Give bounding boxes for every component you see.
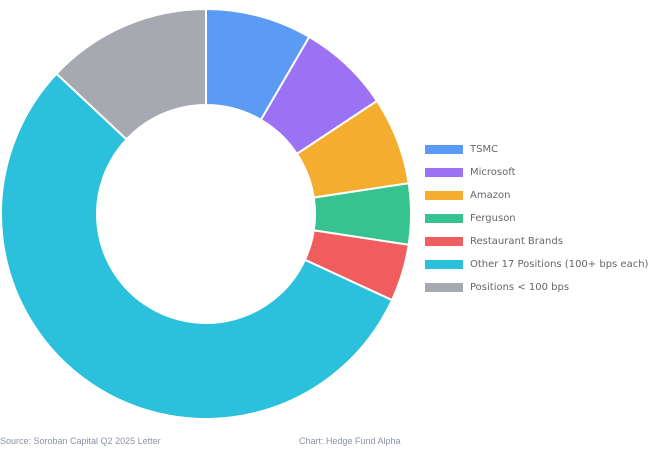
legend-item[interactable]: Amazon — [425, 184, 648, 207]
legend-label: Amazon — [470, 190, 511, 201]
slice-other-17-positions-100-bps-each-[interactable] — [0, 72, 394, 420]
legend-swatch — [425, 283, 463, 292]
legend-item[interactable]: Other 17 Positions (100+ bps each) — [425, 253, 648, 276]
slice-positions-100-bps[interactable] — [55, 7, 207, 141]
legend-label: Positions < 100 bps — [470, 282, 570, 293]
chart-credit: Chart: Hedge Fund Alpha — [299, 436, 401, 446]
source-note: Source: Soroban Capital Q2 2025 Letter — [0, 436, 161, 446]
legend-label: Other 17 Positions (100+ bps each) — [470, 259, 649, 270]
legend-swatch — [425, 260, 463, 269]
legend-swatch — [425, 145, 463, 154]
legend-swatch — [425, 168, 463, 177]
legend-item[interactable]: Positions < 100 bps — [425, 276, 648, 299]
legend-label: TSMC — [470, 144, 499, 155]
legend-item[interactable]: Microsoft — [425, 161, 648, 184]
legend-label: Ferguson — [470, 213, 516, 224]
legend-label: Microsoft — [470, 167, 516, 178]
legend-swatch — [425, 214, 463, 223]
legend-item[interactable]: TSMC — [425, 138, 648, 161]
legend: TSMC Microsoft Amazon Ferguson Restaurant Br… — [425, 138, 648, 299]
legend-label: Restaurant Brands — [470, 236, 563, 247]
legend-swatch — [425, 191, 463, 200]
legend-item[interactable]: Ferguson — [425, 207, 648, 230]
legend-item[interactable]: Restaurant Brands — [425, 230, 648, 253]
legend-swatch — [425, 237, 463, 246]
